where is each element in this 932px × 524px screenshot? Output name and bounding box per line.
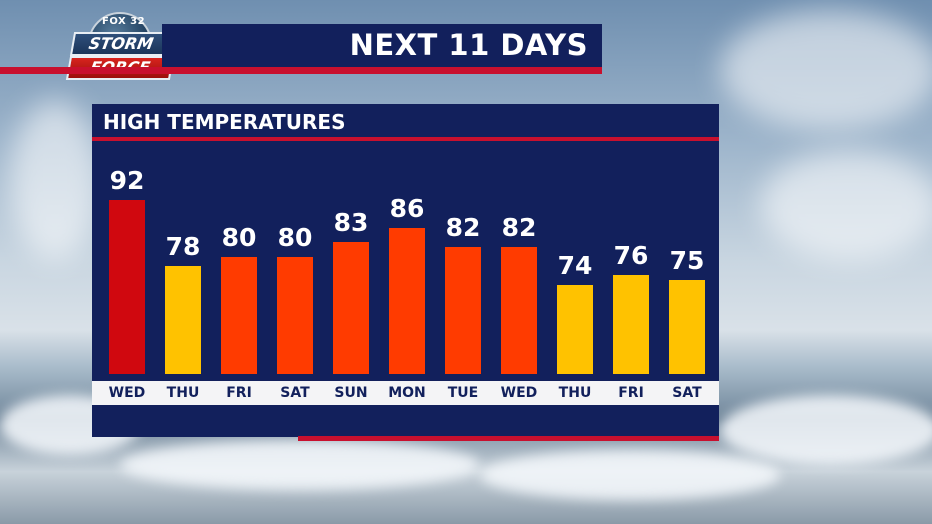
bar-value-label: 76 bbox=[613, 241, 649, 271]
bar-value-label: 75 bbox=[669, 246, 705, 275]
panel-bottom-accent bbox=[298, 436, 719, 441]
title-accent-stripe bbox=[0, 67, 602, 74]
day-label: SAT bbox=[280, 385, 310, 401]
day-label: MON bbox=[388, 385, 426, 401]
day-label: THU bbox=[166, 385, 200, 401]
day-label: THU bbox=[558, 385, 592, 401]
bar-value-label: 80 bbox=[277, 222, 313, 252]
bar-sat-10 bbox=[669, 280, 705, 374]
day-label: WED bbox=[108, 385, 146, 401]
logo-storm-text: STORM bbox=[69, 32, 173, 56]
day-label: SUN bbox=[334, 385, 368, 401]
logo-fox-text: FOX 32 bbox=[102, 16, 146, 27]
bar-value-label: 82 bbox=[445, 213, 481, 243]
chart-title: HIGH TEMPERATURES bbox=[103, 110, 346, 134]
bar-value-label: 74 bbox=[557, 250, 593, 280]
bar-wed-0 bbox=[109, 200, 145, 374]
background-cloud bbox=[720, 10, 932, 130]
day-label-strip bbox=[92, 381, 719, 405]
day-label: WED bbox=[500, 385, 538, 401]
bar-fri-9 bbox=[613, 275, 649, 374]
title-bar: NEXT 11 DAYS bbox=[162, 24, 602, 68]
day-label: SAT bbox=[672, 385, 702, 401]
bar-sat-3 bbox=[277, 256, 313, 374]
bar-wed-7 bbox=[501, 247, 537, 374]
page-title: NEXT 11 DAYS bbox=[349, 28, 588, 62]
bar-value-label: 82 bbox=[501, 213, 537, 243]
background-wave bbox=[720, 395, 932, 465]
day-label: FRI bbox=[226, 385, 252, 401]
bar-thu-8 bbox=[557, 284, 593, 374]
storm-force-logo: FOX 32 STORM FORCE bbox=[65, 12, 175, 80]
background-cloud bbox=[760, 150, 932, 260]
chart-panel: HIGH TEMPERATURES 92 WED 78 THU 80 FRI 80 SAT 83… bbox=[92, 104, 719, 437]
bar-value-label: 80 bbox=[221, 222, 257, 252]
bar-sun-4 bbox=[333, 242, 369, 374]
background-wave bbox=[120, 440, 480, 490]
background-wave bbox=[480, 450, 780, 500]
bar-value-label: 86 bbox=[389, 194, 425, 224]
background-cloud bbox=[10, 100, 100, 260]
bar-value-label: 78 bbox=[165, 231, 201, 261]
day-label: FRI bbox=[618, 385, 644, 401]
day-label: TUE bbox=[447, 385, 479, 401]
bar-thu-1 bbox=[165, 265, 201, 374]
bar-tue-6 bbox=[445, 247, 481, 374]
bar-mon-5 bbox=[389, 228, 425, 374]
bar-value-label: 92 bbox=[109, 166, 145, 196]
chart-header-divider bbox=[92, 137, 719, 141]
bar-fri-2 bbox=[221, 256, 257, 374]
bar-value-label: 83 bbox=[333, 208, 369, 238]
